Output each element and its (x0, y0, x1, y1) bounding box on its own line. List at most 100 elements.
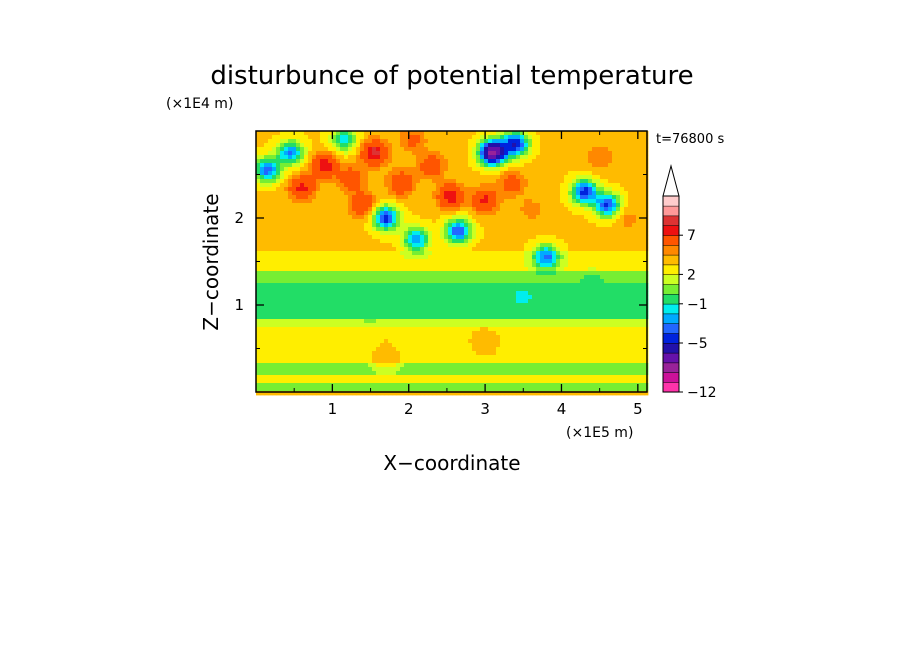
contour-cell (320, 227, 325, 232)
contour-cell (444, 259, 449, 264)
contour-cell (640, 183, 645, 188)
contour-cell (536, 315, 541, 320)
contour-cell (388, 207, 393, 212)
contour-cell (472, 147, 477, 152)
contour-cell (508, 175, 513, 180)
contour-cell (508, 243, 513, 248)
contour-cell (336, 307, 341, 312)
contour-cell (384, 187, 389, 192)
contour-cell (492, 219, 497, 224)
contour-cell (400, 227, 405, 232)
contour-cell (540, 307, 545, 312)
contour-cell (420, 215, 425, 220)
contour-cell (640, 279, 645, 284)
contour-cell (464, 327, 469, 332)
contour-cell (496, 207, 501, 212)
contour-cell (636, 291, 641, 296)
contour-cell (568, 183, 573, 188)
contour-cell (476, 143, 481, 148)
contour-cell (388, 183, 393, 188)
contour-cell (500, 327, 505, 332)
contour-cell (528, 319, 533, 324)
contour-cell (616, 215, 621, 220)
contour-cell (448, 291, 453, 296)
contour-cell (440, 331, 445, 336)
contour-cell (368, 211, 373, 216)
contour-cell (536, 171, 541, 176)
contour-cell (536, 179, 541, 184)
contour-cell (548, 207, 553, 212)
contour-cell (612, 275, 617, 280)
contour-cell (552, 215, 557, 220)
contour-cell (496, 235, 501, 240)
contour-cell (372, 287, 377, 292)
contour-cell (500, 179, 505, 184)
contour-cell (500, 167, 505, 172)
contour-cell (416, 139, 421, 144)
contour-cell (604, 183, 609, 188)
contour-cell (588, 167, 593, 172)
contour-cell (580, 247, 585, 252)
contour-cell (560, 231, 565, 236)
contour-cell (636, 231, 641, 236)
contour-cell (628, 163, 633, 168)
contour-cell (392, 279, 397, 284)
contour-cell (308, 275, 313, 280)
contour-cell (480, 319, 485, 324)
contour-cell (560, 259, 565, 264)
contour-cell (344, 327, 349, 332)
contour-cell (608, 131, 613, 136)
contour-cell (548, 327, 553, 332)
contour-cell (364, 191, 369, 196)
contour-cell (556, 215, 561, 220)
contour-cell (556, 151, 561, 156)
contour-cell (568, 215, 573, 220)
contour-cell (456, 191, 461, 196)
contour-cell (384, 147, 389, 152)
contour-cell (528, 135, 533, 140)
contour-cell (528, 271, 533, 276)
contour-cell (308, 311, 313, 316)
contour-cell (532, 167, 537, 172)
contour-cell (332, 179, 337, 184)
contour-cell (552, 147, 557, 152)
contour-cell (512, 135, 517, 140)
contour-cell (404, 171, 409, 176)
contour-cell (484, 195, 489, 200)
contour-cell (320, 135, 325, 140)
contour-cell (408, 307, 413, 312)
contour-cell (392, 171, 397, 176)
contour-cell (284, 291, 289, 296)
contour-cell (596, 283, 601, 288)
contour-cell (400, 295, 405, 300)
contour-cell (484, 171, 489, 176)
contour-cell (352, 191, 357, 196)
contour-cell (576, 303, 581, 308)
contour-cell (600, 191, 605, 196)
contour-cell (540, 291, 545, 296)
contour-cell (540, 255, 545, 260)
contour-cell (640, 135, 645, 140)
contour-cell (460, 195, 465, 200)
contour-cell (336, 331, 341, 336)
contour-cell (352, 207, 357, 212)
contour-cell (488, 155, 493, 160)
contour-cell (484, 231, 489, 236)
contour-cell (564, 183, 569, 188)
contour-cell (260, 219, 265, 224)
contour-cell (524, 319, 529, 324)
contour-cell (392, 183, 397, 188)
contour-cell (640, 147, 645, 152)
contour-cell (636, 183, 641, 188)
contour-cell (452, 223, 457, 228)
contour-cell (540, 239, 545, 244)
contour-cell (332, 311, 337, 316)
contour-cell (360, 147, 365, 152)
contour-cell (412, 251, 417, 256)
contour-cell (540, 303, 545, 308)
contour-cell (452, 167, 457, 172)
contour-cell (600, 331, 605, 336)
contour-cell (512, 283, 517, 288)
contour-cell (368, 187, 373, 192)
contour-cell (624, 191, 629, 196)
